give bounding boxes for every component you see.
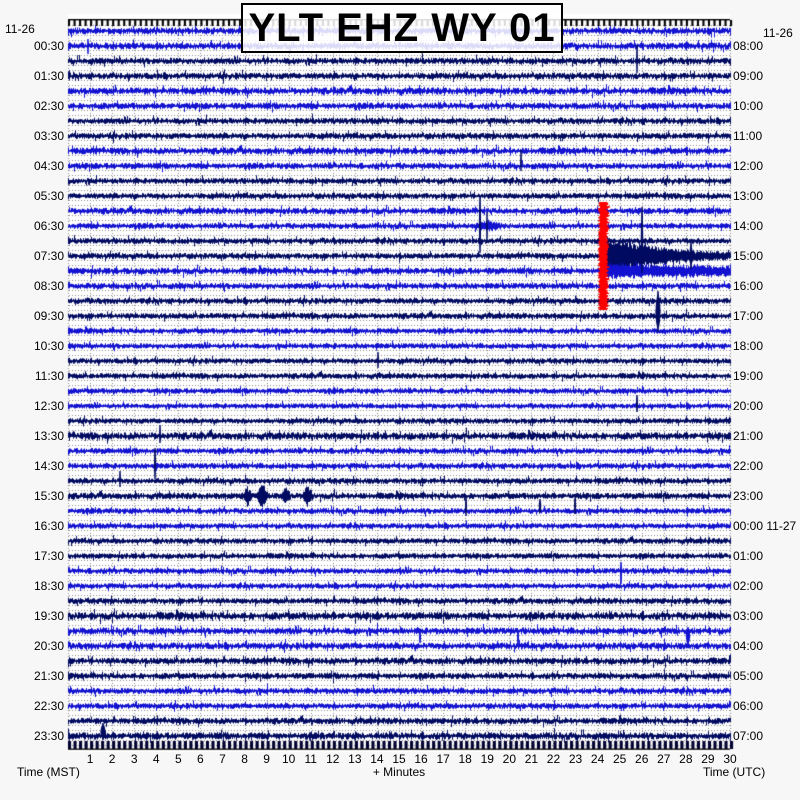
mst-time-label: 13:30 — [33, 429, 64, 443]
minute-tick-label: 19 — [480, 752, 494, 766]
mst-time-label: 04:30 — [33, 159, 64, 173]
utc-time-label: 18:00 — [733, 339, 764, 353]
minute-tick-label: 29 — [701, 752, 715, 766]
utc-time-label: 11:00 — [733, 129, 763, 143]
utc-time-label: 09:00 — [733, 69, 764, 83]
utc-time-label: 13:00 — [733, 189, 764, 203]
mst-time-label: 01:30 — [33, 69, 64, 83]
utc-time-label: 02:00 — [733, 579, 764, 593]
mst-time-label: 22:30 — [33, 699, 64, 713]
utc-time-label: 06:00 — [733, 699, 764, 713]
minute-tick-label: 23 — [568, 752, 583, 766]
utc-time-label: 10:00 — [733, 99, 764, 113]
minute-tick-label: 5 — [174, 752, 182, 766]
minute-tick-label: 21 — [524, 752, 539, 766]
mst-time-label: 11:30 — [34, 369, 64, 383]
mst-time-label: 16:30 — [33, 519, 64, 533]
utc-time-label: 08:00 — [733, 39, 764, 53]
utc-time-label: 21:00 — [733, 429, 764, 443]
utc-time-label: 01:00 — [733, 549, 764, 563]
utc-time-label: 16:00 — [733, 279, 764, 293]
minute-tick-label: 1 — [86, 752, 94, 766]
minute-tick-label: 20 — [502, 752, 516, 766]
mst-time-label: 02:30 — [33, 99, 64, 113]
mst-time-label: 06:30 — [33, 219, 64, 233]
station-title-box: YLT EHZ WY 01 — [241, 3, 563, 53]
minute-tick-label: 2 — [108, 752, 116, 766]
mst-time-label: 14:30 — [33, 459, 64, 473]
mst-time-label: 08:30 — [33, 279, 64, 293]
mst-time-label: 03:30 — [33, 129, 64, 143]
mst-time-label: 10:30 — [33, 339, 64, 353]
utc-time-label: 07:00 — [733, 729, 764, 743]
mst-time-label: 20:30 — [33, 639, 64, 653]
minute-tick-label: 30 — [723, 752, 737, 766]
minute-tick-label: 3 — [130, 752, 138, 766]
minute-tick-label: 18 — [458, 752, 472, 766]
minute-tick-label: 25 — [612, 752, 627, 766]
mst-time-label: 07:30 — [33, 249, 64, 263]
utc-time-label: 03:00 — [733, 609, 764, 623]
utc-time-label: 17:00 — [733, 309, 764, 323]
mst-time-label: 17:30 — [33, 549, 64, 563]
minute-tick-label: 6 — [197, 752, 204, 766]
minute-tick-label: 9 — [263, 752, 270, 766]
utc-time-label: 15:00 — [733, 249, 764, 263]
utc-time-label: 22:00 — [733, 459, 764, 473]
utc-time-label: 19:00 — [733, 369, 764, 383]
utc-time-label: 23:00 — [733, 489, 764, 503]
axis-caption-minutes: + Minutes — [372, 765, 426, 779]
minute-tick-label: 4 — [152, 752, 160, 766]
date-label-top-right: 11-26 — [763, 26, 793, 40]
station-title: YLT EHZ WY 01 — [248, 5, 556, 50]
minute-tick-label: 14 — [370, 752, 384, 766]
utc-time-label: 12:00 — [733, 159, 764, 173]
mst-time-label: 23:30 — [33, 729, 64, 743]
minute-tick-label: 8 — [241, 752, 248, 766]
mst-time-label: 21:30 — [33, 669, 64, 683]
mst-time-label: 12:30 — [33, 399, 64, 413]
utc-time-label: 14:00 — [733, 219, 764, 233]
minute-tick-label: 16 — [414, 752, 428, 766]
minute-tick-label: 28 — [679, 752, 693, 766]
minute-tick-label: 24 — [590, 752, 605, 766]
mst-time-label: 15:30 — [33, 489, 64, 503]
minute-tick-label: 13 — [348, 752, 362, 766]
utc-time-label: 00:00 11-27 — [733, 519, 797, 533]
date-label-top-left: 11-26 — [5, 22, 35, 36]
minute-tick-label: 27 — [657, 752, 671, 766]
minute-tick-label: 17 — [436, 752, 450, 766]
utc-time-label: 04:00 — [733, 639, 764, 653]
mst-time-label: 19:30 — [33, 609, 64, 623]
mst-time-label: 09:30 — [33, 309, 64, 323]
mst-time-label: 18:30 — [33, 579, 64, 593]
minute-tick-label: 12 — [326, 752, 340, 766]
mst-time-label: 00:30 — [33, 39, 64, 53]
axis-caption-mst: Time (MST) — [17, 765, 80, 779]
mst-time-label: 05:30 — [33, 189, 64, 203]
minute-tick-label: 7 — [219, 752, 226, 766]
axis-caption-utc: Time (UTC) — [703, 765, 766, 779]
minute-tick-label: 10 — [281, 752, 296, 766]
minute-tick-label: 26 — [635, 752, 649, 766]
minute-tick-label: 15 — [392, 752, 406, 766]
utc-time-label: 20:00 — [733, 399, 764, 413]
utc-time-label: 05:00 — [733, 669, 764, 683]
minute-tick-label: 11 — [304, 752, 317, 766]
minute-tick-label: 22 — [546, 752, 561, 766]
